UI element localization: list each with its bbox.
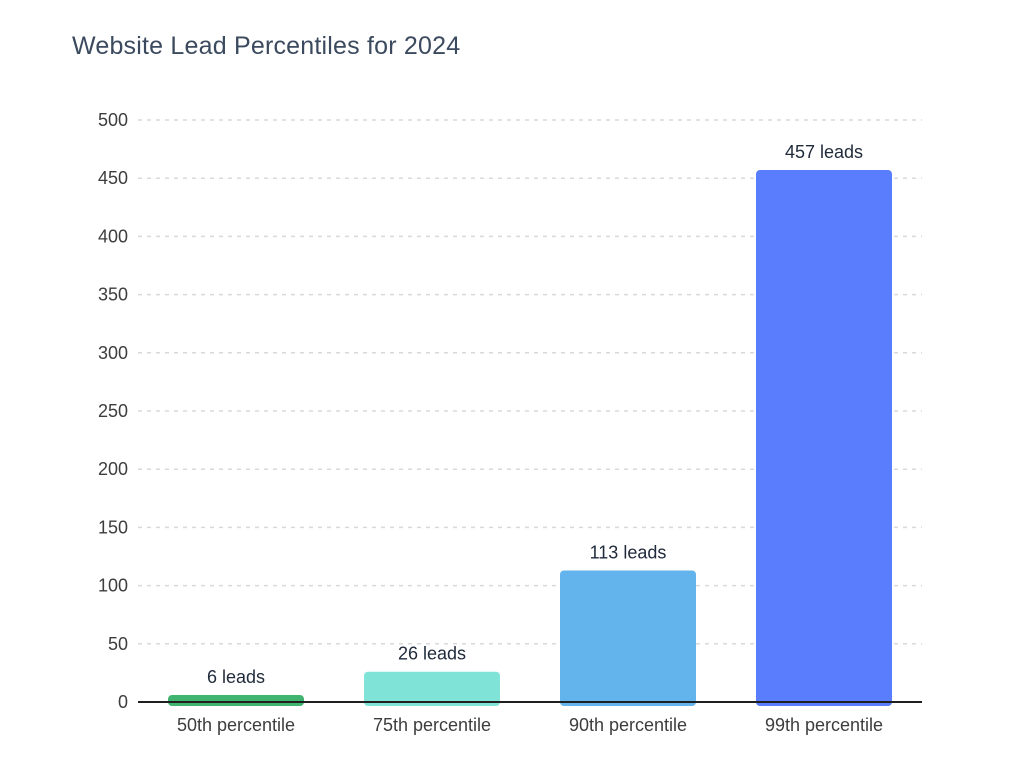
bar-value-label: 6 leads bbox=[207, 667, 265, 687]
y-tick-label: 250 bbox=[98, 401, 128, 421]
y-tick-label: 500 bbox=[98, 110, 128, 130]
bar-value-label: 113 leads bbox=[590, 542, 667, 562]
bar bbox=[560, 570, 696, 706]
bar bbox=[756, 170, 892, 706]
bar bbox=[364, 671, 500, 706]
y-tick-label: 400 bbox=[98, 226, 128, 246]
y-tick-label: 350 bbox=[98, 285, 128, 305]
y-tick-label: 0 bbox=[118, 692, 128, 712]
y-tick-label: 150 bbox=[98, 517, 128, 537]
y-tick-label: 100 bbox=[98, 576, 128, 596]
bar-value-label: 457 leads bbox=[785, 142, 863, 162]
x-category-label: 99th percentile bbox=[765, 715, 883, 735]
y-tick-label: 200 bbox=[98, 459, 128, 479]
y-tick-label: 300 bbox=[98, 343, 128, 363]
bars bbox=[168, 170, 892, 706]
x-axis-categories: 50th percentile 75th percentile 90th perce… bbox=[177, 715, 883, 735]
y-tick-label: 450 bbox=[98, 168, 128, 188]
x-category-label: 50th percentile bbox=[177, 715, 295, 735]
x-category-label: 75th percentile bbox=[373, 715, 491, 735]
chart-title: Website Lead Percentiles for 2024 bbox=[72, 32, 461, 60]
bar-value-label: 26 leads bbox=[398, 644, 466, 664]
bar bbox=[168, 695, 304, 706]
y-tick-label: 50 bbox=[108, 634, 128, 654]
x-category-label: 90th percentile bbox=[569, 715, 687, 735]
y-axis-ticks: 0 50 100 150 200 250 300 350 400 450 500 bbox=[98, 110, 128, 712]
data-labels: 6 leads 26 leads 113 leads 457 leads bbox=[207, 142, 863, 687]
